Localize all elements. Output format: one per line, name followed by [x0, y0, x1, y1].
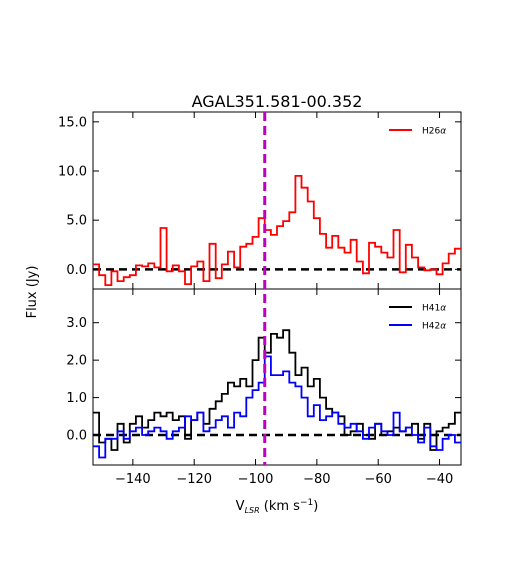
x-axis-label-sub: LSR — [245, 506, 260, 515]
x-axis-label: VLSR (km s−1) — [236, 498, 319, 515]
y-tick-label: 10.0 — [58, 165, 87, 180]
panel-frame — [92, 288, 462, 466]
panel-2: 0.01.02.03.0−140 −120 −100 −80 −60 −40H41αH42… — [66, 288, 462, 487]
x-tick-label: −100 — [238, 472, 274, 487]
legend-label: H26α — [422, 127, 446, 137]
x-tick-label: −140 — [115, 472, 151, 487]
x-axis-label-sup: −1 — [300, 498, 313, 508]
series-h26-line — [93, 175, 461, 286]
y-tick-label: 2.0 — [66, 354, 87, 369]
legend-label: H42α — [422, 322, 446, 332]
legend-label-sub: α — [440, 127, 446, 137]
chart-title: AGAL351.581-00.352 — [192, 92, 363, 111]
x-tick-label: −40 — [426, 472, 453, 487]
x-tick-label: −120 — [176, 472, 212, 487]
legend-label-name: H26 — [422, 127, 440, 137]
y-tick-label: 5.0 — [66, 214, 87, 229]
x-axis-label-unit: (km s — [260, 499, 301, 514]
y-axis-label: Flux (Jy) — [25, 266, 40, 319]
series-h42-line — [93, 355, 461, 459]
y-tick-label: 0.0 — [66, 429, 87, 444]
legend-label-sub: α — [440, 322, 446, 332]
x-tick-label: −80 — [303, 472, 330, 487]
y-tick-label: 1.0 — [66, 391, 87, 406]
x-axis-label-main: V — [236, 499, 245, 514]
x-tick-label: −60 — [364, 472, 391, 487]
legend-label: H41α — [422, 304, 446, 314]
y-tick-label: 15.0 — [58, 115, 87, 130]
y-tick-label: 3.0 — [66, 316, 87, 331]
panel-1: 0.0 5.0 10.0 15.0 H26α — [58, 111, 462, 290]
y-tick-label: 0.0 — [66, 263, 87, 278]
x-axis-label-close: ) — [313, 499, 318, 514]
legend-label-name: H41 — [422, 304, 440, 314]
legend-label-name: H42 — [422, 322, 440, 332]
legend-label-sub: α — [440, 304, 446, 314]
